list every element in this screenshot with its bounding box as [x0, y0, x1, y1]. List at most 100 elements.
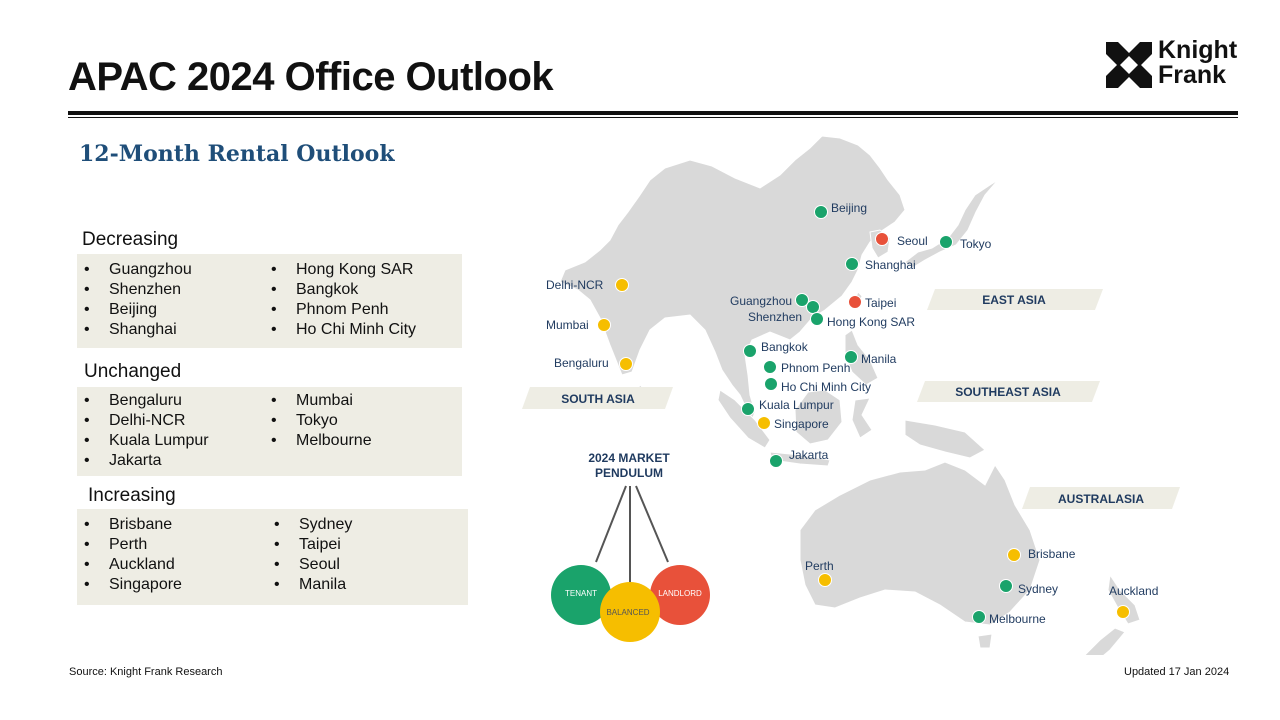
pendulum-tenant-label: TENANT	[565, 589, 597, 598]
marker-shanghai	[845, 257, 859, 271]
pendulum-landlord-ball	[650, 565, 710, 625]
pendulum-balanced-label: BALANCED	[606, 608, 649, 617]
list-item: Perth	[79, 535, 182, 555]
city-label-bangkok: Bangkok	[761, 340, 809, 354]
tasmania	[977, 633, 993, 649]
marker-bengaluru	[619, 357, 633, 371]
marker-taipei	[848, 295, 862, 309]
list-item: Shenzhen	[79, 280, 192, 300]
pendulum-title-line-1: 2024 MARKET	[588, 451, 670, 465]
city-markers	[597, 205, 1130, 624]
city-label-shenzhen: Shenzhen	[748, 310, 802, 324]
list-item: Delhi-NCR	[79, 411, 209, 431]
decreasing-list-left: Guangzhou Shenzhen Beijing Shanghai	[79, 260, 192, 340]
decreasing-box: Guangzhou Shenzhen Beijing Shanghai Hong…	[77, 254, 462, 348]
borneo	[794, 389, 843, 445]
city-label-singapore: Singapore	[774, 417, 829, 431]
section-subtitle: 12-Month Rental Outlook	[79, 141, 395, 167]
list-item: Shanghai	[79, 320, 192, 340]
pendulum-landlord-label: LANDLORD	[658, 589, 702, 598]
list-item: Phnom Penh	[266, 300, 416, 320]
list-item: Seoul	[269, 555, 352, 575]
list-item: Kuala Lumpur	[79, 431, 209, 451]
region-label-east-asia: EAST ASIA	[982, 293, 1046, 307]
marker-shenzhen	[806, 300, 820, 314]
unchanged-box: Bengaluru Delhi-NCR Kuala Lumpur Jakarta…	[77, 387, 462, 476]
marker-perth	[818, 573, 832, 587]
logo-line-2: Frank	[1158, 61, 1227, 89]
marker-hcmc	[764, 377, 778, 391]
pendulum-tenant-ball	[551, 565, 611, 625]
updated-date: Updated 17 Jan 2024	[1124, 666, 1230, 678]
increasing-heading: Increasing	[88, 485, 176, 506]
list-item: Jakarta	[79, 451, 209, 471]
title-divider	[68, 111, 1238, 115]
region-label-southeast-asia: SOUTHEAST ASIA	[955, 385, 1061, 399]
region-label-south-asia: SOUTH ASIA	[561, 392, 635, 406]
city-label-melbourne: Melbourne	[989, 612, 1046, 626]
marker-hongkong	[810, 312, 824, 326]
list-item: Melbourne	[266, 431, 372, 451]
increasing-list-left: Brisbane Perth Auckland Singapore	[79, 515, 182, 595]
apac-map: EAST ASIA SOUTH ASIA SOUTHEAST ASIA AUST…	[522, 135, 1180, 655]
marker-singapore	[757, 416, 771, 430]
increasing-list-right: Sydney Taipei Seoul Manila	[269, 515, 352, 595]
city-label-kualalumpur: Kuala Lumpur	[759, 398, 834, 412]
marker-mumbai	[597, 318, 611, 332]
city-label-mumbai: Mumbai	[546, 318, 589, 332]
city-label-delhi: Delhi-NCR	[546, 278, 604, 292]
marker-seoul	[875, 232, 889, 246]
marker-auckland	[1116, 605, 1130, 619]
source-note: Source: Knight Frank Research	[69, 666, 223, 678]
marker-brisbane	[1007, 548, 1021, 562]
marker-phnompenh	[763, 360, 777, 374]
japan	[904, 179, 999, 269]
list-item: Singapore	[79, 575, 182, 595]
increasing-box: Brisbane Perth Auckland Singapore Sydney…	[77, 509, 468, 605]
marker-bangkok	[743, 344, 757, 358]
new-zealand-south	[1084, 627, 1126, 655]
unchanged-list-left: Bengaluru Delhi-NCR Kuala Lumpur Jakarta	[79, 391, 209, 471]
city-label-hongkong: Hong Kong SAR	[827, 315, 915, 329]
list-item: Mumbai	[266, 391, 372, 411]
marker-guangzhou	[795, 293, 809, 307]
list-item: Manila	[269, 575, 352, 595]
new-zealand-north	[1107, 573, 1141, 625]
list-item: Brisbane	[79, 515, 182, 535]
list-item: Guangzhou	[79, 260, 192, 280]
marker-delhi	[615, 278, 629, 292]
logo-text: Knight Frank	[1158, 38, 1237, 88]
knight-frank-logo	[1106, 42, 1152, 88]
region-labels: EAST ASIA SOUTH ASIA SOUTHEAST ASIA AUST…	[522, 289, 1180, 509]
australia	[799, 461, 1041, 626]
city-label-tokyo: Tokyo	[960, 237, 992, 251]
city-label-manila: Manila	[861, 352, 897, 366]
city-label-sydney: Sydney	[1018, 582, 1058, 596]
list-item: Beijing	[79, 300, 192, 320]
city-label-bengaluru: Bengaluru	[554, 356, 609, 370]
marker-tokyo	[939, 235, 953, 249]
city-label-seoul: Seoul	[897, 234, 928, 248]
title-divider-thin	[68, 117, 1238, 118]
list-item: Sydney	[269, 515, 352, 535]
pendulum-string-left	[595, 485, 627, 563]
city-label-auckland: Auckland	[1109, 584, 1158, 598]
city-label-hcmc: Ho Chi Minh City	[781, 380, 871, 394]
list-item: Bengaluru	[79, 391, 209, 411]
logo-line-1: Knight	[1158, 36, 1238, 64]
pendulum-title-line-2: PENDULUM	[595, 466, 663, 480]
page-title: APAC 2024 Office Outlook	[68, 55, 554, 99]
list-item: Ho Chi Minh City	[266, 320, 416, 340]
city-label-beijing: Beijing	[831, 201, 867, 215]
city-label-brisbane: Brisbane	[1028, 547, 1076, 561]
asia-mainland	[559, 135, 906, 422]
list-item: Tokyo	[266, 411, 372, 431]
marker-manila	[844, 350, 858, 364]
city-labels: Beijing Seoul Tokyo Shanghai Delhi-NCR G…	[546, 201, 1158, 626]
unchanged-heading: Unchanged	[84, 361, 182, 382]
marker-sydney	[999, 579, 1013, 593]
city-label-perth: Perth	[805, 559, 834, 573]
list-item: Hong Kong SAR	[266, 260, 416, 280]
city-label-phnompenh: Phnom Penh	[781, 361, 850, 375]
marker-jakarta	[769, 454, 783, 468]
